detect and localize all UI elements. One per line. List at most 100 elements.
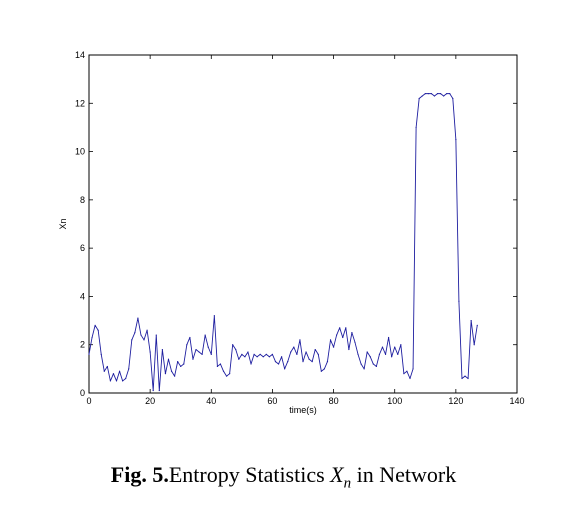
data-point	[339, 327, 341, 329]
data-point	[262, 356, 264, 358]
data-point	[134, 332, 136, 334]
data-point	[348, 348, 350, 351]
data-point	[268, 356, 270, 358]
axis-ticks	[88, 54, 518, 394]
caption-subscript: n	[343, 475, 352, 492]
data-point	[443, 95, 445, 97]
y-tick-labels: 0 2 4 6 8 10 12 14	[75, 50, 85, 398]
data-point	[167, 358, 170, 360]
data-point	[180, 365, 182, 368]
x-tick-label: 80	[329, 396, 339, 406]
data-point	[470, 319, 472, 322]
data-point	[363, 368, 365, 370]
y-axis-label: Xn	[58, 218, 68, 229]
data-point	[210, 353, 212, 355]
y-tick-label: 8	[80, 195, 85, 205]
data-point	[183, 363, 185, 365]
data-point	[103, 370, 105, 372]
data-point	[372, 363, 374, 365]
y-tick-label: 10	[75, 147, 85, 157]
data-point	[155, 334, 157, 336]
data-point	[229, 373, 231, 375]
data-point	[128, 368, 130, 370]
data-point	[100, 353, 102, 355]
data-point	[274, 361, 277, 363]
data-point	[277, 363, 280, 365]
data-point	[140, 334, 142, 336]
data-point	[433, 95, 436, 97]
data-point	[427, 93, 429, 95]
data-point	[458, 300, 460, 302]
data-point	[225, 375, 228, 377]
data-point	[137, 317, 139, 319]
data-point	[146, 329, 148, 331]
data-point	[195, 348, 197, 351]
data-point	[238, 358, 240, 360]
data-point	[366, 351, 368, 353]
data-point	[118, 370, 121, 372]
data-point	[305, 351, 307, 353]
data-point	[354, 341, 356, 343]
data-point	[265, 353, 267, 355]
data-point	[430, 93, 432, 95]
data-point	[473, 344, 475, 346]
data-point	[125, 377, 127, 380]
data-point	[446, 93, 448, 95]
y-tick-label: 12	[75, 98, 85, 108]
data-point	[357, 353, 359, 355]
data-point	[461, 377, 463, 380]
data-point	[317, 353, 319, 355]
data-point	[467, 377, 469, 380]
data-point	[400, 344, 402, 346]
data-point	[164, 373, 167, 375]
data-point	[207, 346, 209, 348]
x-tick-label: 40	[206, 396, 216, 406]
data-point	[189, 336, 191, 339]
data-point	[323, 368, 325, 370]
figure-number: Fig. 5.	[110, 462, 169, 487]
data-point	[232, 344, 234, 346]
data-point	[421, 95, 423, 97]
data-point	[381, 346, 384, 348]
data-point	[391, 356, 393, 358]
data-point	[369, 356, 371, 358]
data-point	[476, 324, 478, 326]
data-point	[360, 363, 362, 365]
caption-variable: X	[330, 462, 344, 487]
data-point	[290, 351, 292, 353]
data-point	[186, 344, 188, 346]
y-tick-label: 2	[80, 340, 85, 350]
data-point	[244, 356, 246, 358]
data-point	[161, 348, 163, 351]
x-tick-label: 100	[387, 396, 402, 406]
data-point	[384, 353, 387, 355]
data-point	[351, 332, 353, 334]
data-point	[213, 315, 215, 317]
x-tick-label: 120	[448, 396, 463, 406]
data-point	[235, 348, 237, 351]
x-tick-label: 20	[145, 396, 155, 406]
data-point	[250, 363, 252, 365]
data-point	[88, 353, 90, 355]
data-point	[109, 380, 111, 382]
y-tick-label: 4	[80, 291, 85, 301]
data-point	[452, 97, 454, 100]
data-point	[177, 361, 179, 363]
x-tick-label: 140	[509, 396, 524, 406]
data-point	[329, 339, 332, 341]
data-point	[464, 375, 466, 377]
data-point	[174, 375, 176, 377]
y-tick-label: 6	[80, 243, 85, 253]
data-point	[388, 336, 390, 339]
data-point	[314, 348, 316, 351]
data-point	[418, 97, 420, 100]
y-tick-label: 0	[80, 388, 85, 398]
data-point	[97, 329, 99, 331]
data-point	[332, 346, 335, 348]
data-point	[106, 365, 108, 368]
x-tick-label: 60	[267, 396, 277, 406]
data-point	[424, 93, 426, 95]
data-point	[216, 365, 218, 368]
caption-text-after: in Network	[351, 462, 457, 487]
figure-caption: Fig. 5.Entropy Statistics Xn in Network	[0, 462, 567, 492]
